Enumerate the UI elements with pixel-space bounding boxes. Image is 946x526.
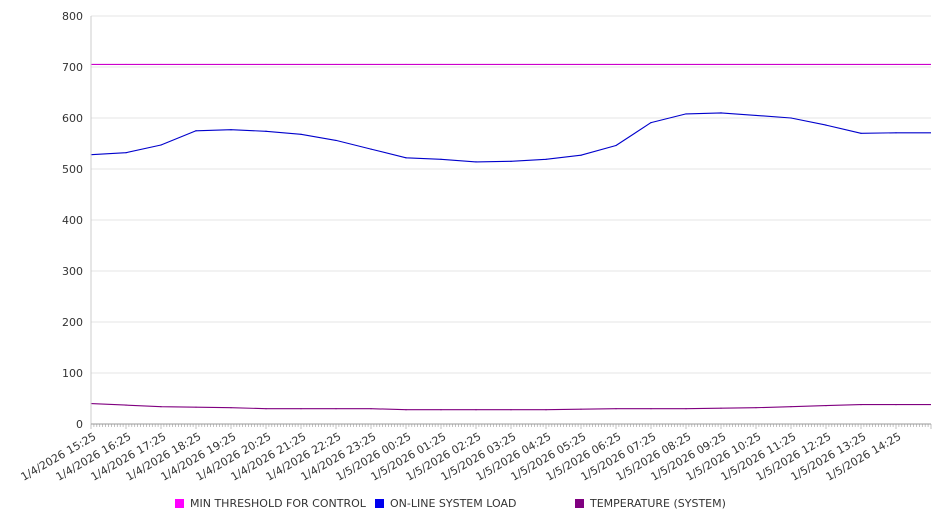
y-tick-label: 600 [62, 112, 83, 125]
data-point [405, 409, 407, 411]
legend-swatch [375, 499, 384, 508]
data-point [265, 130, 267, 132]
data-point [300, 408, 302, 410]
data-point [650, 63, 652, 66]
data-point [440, 63, 442, 66]
data-point [475, 161, 477, 163]
legend-label: MIN THRESHOLD FOR CONTROL [190, 497, 366, 510]
y-tick-label: 800 [62, 10, 83, 23]
data-point [685, 113, 687, 115]
data-point [790, 406, 792, 408]
data-point [685, 408, 687, 410]
data-point [475, 63, 477, 66]
data-point [370, 148, 372, 150]
data-point [580, 63, 582, 66]
data-point [370, 63, 372, 66]
legend-swatch [175, 499, 184, 508]
data-point [755, 407, 757, 409]
data-point [580, 408, 582, 410]
data-point [265, 408, 267, 410]
data-point [335, 408, 337, 410]
data-point [475, 409, 477, 411]
data-point [720, 407, 722, 409]
data-point [510, 409, 512, 411]
data-point [300, 133, 302, 135]
data-point [125, 152, 127, 154]
data-point [510, 160, 512, 162]
data-point [370, 408, 372, 410]
data-point [825, 63, 827, 66]
series-line-2 [90, 403, 931, 411]
data-point [300, 63, 302, 66]
grid-lines [91, 15, 931, 374]
data-point [650, 408, 652, 410]
data-point [895, 132, 897, 134]
y-axis-ticks: 0 100 200 300 400 500 600 700 800 [62, 10, 83, 431]
legend-swatch [575, 499, 584, 508]
data-point [860, 404, 862, 406]
data-point [860, 63, 862, 66]
y-tick-label: 700 [62, 61, 83, 74]
data-point [195, 63, 197, 66]
data-point [195, 130, 197, 132]
data-point [160, 406, 162, 408]
data-point [545, 63, 547, 66]
data-point [545, 158, 547, 160]
legend-item-system-load: ON-LINE SYSTEM LOAD [375, 497, 516, 510]
data-point [230, 407, 232, 409]
data-point [545, 409, 547, 411]
legend-label: TEMPERATURE (SYSTEM) [590, 497, 726, 510]
data-point [755, 63, 757, 66]
series-line-1 [90, 112, 931, 163]
data-point [720, 112, 722, 114]
x-axis-ticks: 1/4/2026 15:251/4/2026 16:251/4/2026 17:… [19, 430, 904, 484]
data-point [580, 154, 582, 156]
data-point [265, 63, 267, 66]
data-point [790, 117, 792, 119]
y-tick-label: 500 [62, 163, 83, 176]
data-point [160, 63, 162, 66]
data-point [825, 405, 827, 407]
data-point [405, 63, 407, 66]
data-point [160, 144, 162, 146]
data-point [615, 408, 617, 410]
data-point [615, 63, 617, 66]
data-point [440, 158, 442, 160]
y-tick-label: 100 [62, 367, 83, 380]
legend-label: ON-LINE SYSTEM LOAD [390, 497, 517, 510]
data-point [125, 63, 127, 66]
data-point [790, 63, 792, 66]
data-point [195, 406, 197, 408]
data-point [125, 404, 127, 406]
legend-item-min-threshold: MIN THRESHOLD FOR CONTROL [175, 497, 366, 510]
data-point [405, 157, 407, 159]
data-point [825, 124, 827, 126]
data-point [230, 129, 232, 131]
data-point [895, 404, 897, 406]
data-point [510, 63, 512, 66]
data-point [685, 63, 687, 66]
legend: MIN THRESHOLD FOR CONTROL ON-LINE SYSTEM… [0, 497, 946, 515]
data-point [860, 132, 862, 134]
data-point [895, 63, 897, 66]
data-point [615, 144, 617, 147]
legend-item-temperature: TEMPERATURE (SYSTEM) [575, 497, 726, 510]
axes [90, 16, 932, 429]
data-point [755, 114, 757, 117]
y-tick-label: 0 [76, 418, 83, 431]
data-point [335, 139, 337, 142]
series-lines [90, 63, 931, 411]
y-tick-label: 200 [62, 316, 83, 329]
y-tick-label: 300 [62, 265, 83, 278]
data-point [335, 63, 337, 66]
data-point [650, 121, 652, 124]
y-tick-label: 400 [62, 214, 83, 227]
data-point [440, 409, 442, 411]
data-point [230, 63, 232, 66]
data-point [720, 63, 722, 66]
